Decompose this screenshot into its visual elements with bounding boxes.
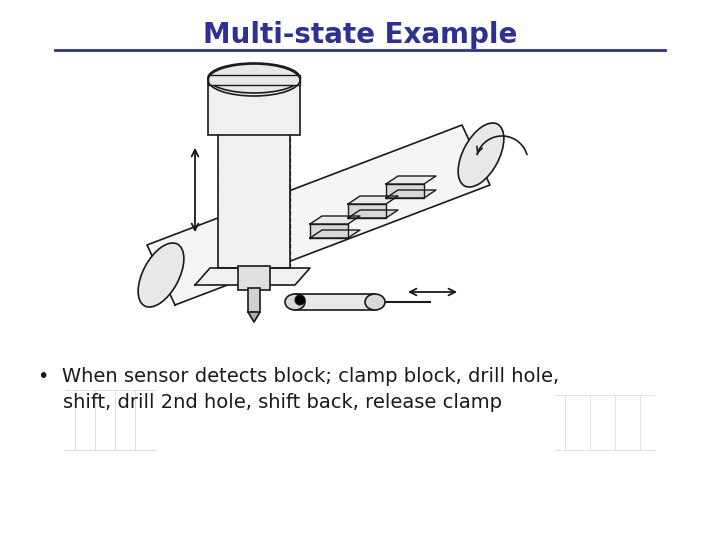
- Polygon shape: [248, 312, 260, 322]
- Polygon shape: [310, 216, 360, 224]
- Ellipse shape: [208, 63, 300, 93]
- FancyBboxPatch shape: [208, 75, 300, 85]
- Polygon shape: [386, 190, 436, 198]
- Ellipse shape: [295, 295, 305, 305]
- FancyBboxPatch shape: [295, 294, 375, 310]
- Polygon shape: [348, 210, 398, 218]
- Polygon shape: [348, 204, 386, 218]
- Text: •  When sensor detects block; clamp block, drill hole,: • When sensor detects block; clamp block…: [38, 368, 559, 387]
- Ellipse shape: [138, 243, 184, 307]
- Polygon shape: [386, 184, 424, 198]
- FancyBboxPatch shape: [238, 266, 270, 290]
- Polygon shape: [195, 268, 310, 285]
- Ellipse shape: [285, 294, 305, 310]
- Ellipse shape: [365, 294, 385, 310]
- Polygon shape: [147, 125, 490, 305]
- FancyBboxPatch shape: [248, 288, 260, 312]
- Polygon shape: [386, 176, 436, 184]
- FancyBboxPatch shape: [218, 128, 290, 268]
- FancyBboxPatch shape: [208, 80, 300, 135]
- Ellipse shape: [458, 123, 504, 187]
- Polygon shape: [348, 196, 398, 204]
- Polygon shape: [310, 224, 348, 238]
- Text: Multi-state Example: Multi-state Example: [203, 21, 517, 49]
- Polygon shape: [310, 230, 360, 238]
- Text: shift, drill 2nd hole, shift back, release clamp: shift, drill 2nd hole, shift back, relea…: [38, 393, 502, 411]
